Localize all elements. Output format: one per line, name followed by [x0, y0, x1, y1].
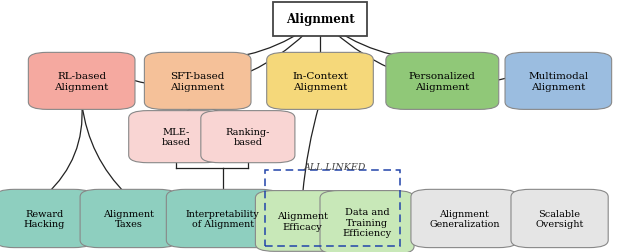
FancyBboxPatch shape — [411, 190, 518, 248]
Text: Alignment
Efficacy: Alignment Efficacy — [277, 211, 328, 231]
Text: Personalized
Alignment: Personalized Alignment — [409, 72, 476, 91]
FancyArrowPatch shape — [200, 21, 318, 61]
FancyArrowPatch shape — [322, 21, 440, 61]
Text: Scalable
Oversight: Scalable Oversight — [536, 209, 584, 228]
Text: Ranking-
based: Ranking- based — [226, 128, 270, 147]
FancyBboxPatch shape — [511, 190, 608, 248]
Text: SFT-based
Alignment: SFT-based Alignment — [170, 72, 225, 91]
FancyArrowPatch shape — [200, 104, 245, 118]
FancyBboxPatch shape — [129, 111, 223, 163]
Text: Data and
Training
Efficiency: Data and Training Efficiency — [342, 207, 392, 237]
FancyBboxPatch shape — [28, 53, 135, 110]
FancyArrowPatch shape — [84, 22, 318, 88]
FancyArrowPatch shape — [303, 105, 319, 194]
FancyBboxPatch shape — [273, 3, 367, 37]
Text: Alignment: Alignment — [285, 13, 355, 26]
Text: Reward
Hacking: Reward Hacking — [23, 209, 65, 228]
FancyBboxPatch shape — [201, 111, 295, 163]
Text: Alignment
Taxes: Alignment Taxes — [103, 209, 154, 228]
FancyArrowPatch shape — [322, 22, 556, 84]
FancyBboxPatch shape — [80, 190, 177, 248]
FancyArrowPatch shape — [179, 105, 196, 117]
Text: Alignment
Generalization: Alignment Generalization — [429, 209, 499, 228]
Text: In-Context
Alignment: In-Context Alignment — [292, 72, 348, 91]
Text: RL-based
Alignment: RL-based Alignment — [54, 72, 109, 91]
Text: Interpretability
of Alignment: Interpretability of Alignment — [186, 209, 260, 228]
Text: ALL LINKED: ALL LINKED — [304, 162, 366, 171]
FancyBboxPatch shape — [255, 191, 349, 251]
FancyBboxPatch shape — [267, 53, 373, 110]
FancyBboxPatch shape — [386, 53, 499, 110]
FancyBboxPatch shape — [166, 190, 279, 248]
FancyBboxPatch shape — [145, 53, 251, 110]
Text: MLE-
based: MLE- based — [161, 128, 190, 147]
FancyArrowPatch shape — [46, 105, 82, 195]
FancyBboxPatch shape — [0, 190, 93, 248]
FancyArrowPatch shape — [82, 105, 127, 195]
FancyBboxPatch shape — [320, 191, 414, 252]
Text: Multimodal
Alignment: Multimodal Alignment — [528, 72, 588, 91]
FancyBboxPatch shape — [505, 53, 612, 110]
